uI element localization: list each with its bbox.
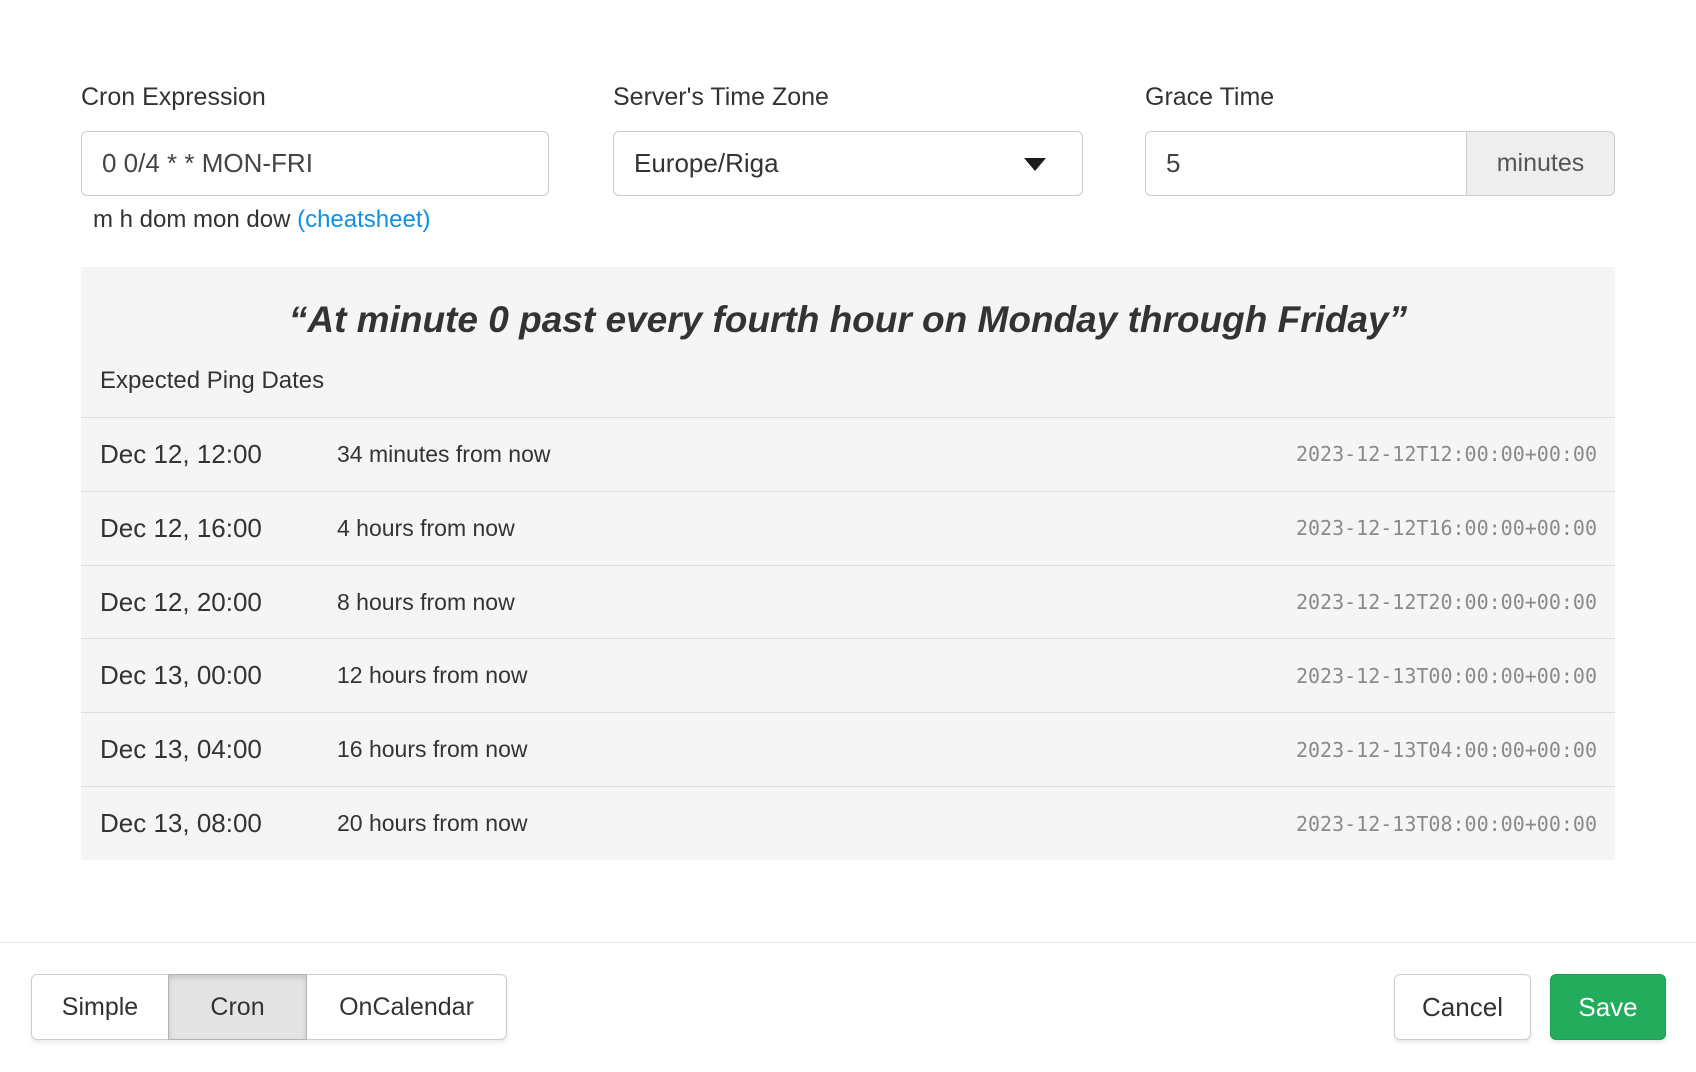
grace-time-label: Grace Time: [1145, 83, 1275, 111]
ping-date-iso: 2023-12-12T16:00:00+00:00: [1295, 516, 1597, 541]
ping-date-row: Dec 12, 12:00 34 minutes from now 2023-1…: [81, 417, 1615, 491]
grace-time-input[interactable]: [1145, 131, 1467, 196]
ping-date-local: Dec 13, 08:00: [100, 808, 262, 839]
ping-date-row: Dec 13, 00:00 12 hours from now 2023-12-…: [81, 638, 1615, 712]
mode-tab-simple[interactable]: Simple: [31, 974, 169, 1040]
ping-date-row: Dec 12, 16:00 4 hours from now 2023-12-1…: [81, 490, 1615, 565]
ping-date-relative: 12 hours from now: [337, 662, 528, 689]
ping-date-iso: 2023-12-12T12:00:00+00:00: [1295, 442, 1597, 467]
ping-date-row: Dec 12, 20:00 8 hours from now 2023-12-1…: [81, 564, 1615, 639]
ping-date-local: Dec 12, 12:00: [100, 438, 262, 469]
timezone-field: Server's Time Zone Europe/Riga: [613, 85, 1083, 196]
mode-tab-oncalendar[interactable]: OnCalendar: [306, 974, 507, 1040]
ping-date-local: Dec 13, 04:00: [100, 734, 262, 765]
ping-date-iso: 2023-12-13T08:00:00+00:00: [1295, 811, 1597, 836]
ping-date-relative: 20 hours from now: [337, 810, 528, 837]
cancel-button[interactable]: Cancel: [1394, 974, 1531, 1040]
grace-time-field: Grace Time minutes: [1145, 85, 1615, 196]
expected-ping-dates-heading: Expected Ping Dates: [100, 367, 325, 394]
timezone-select[interactable]: Europe/Riga: [613, 131, 1083, 196]
cron-expression-input[interactable]: [81, 131, 549, 196]
grace-time-unit: minutes: [1467, 131, 1615, 196]
timezone-label: Server's Time Zone: [613, 83, 829, 111]
cron-format-hint-text: m h dom mon dow: [93, 206, 291, 233]
cron-preview-panel: “At minute 0 past every fourth hour on M…: [81, 267, 1615, 860]
cron-expression-field: Cron Expression m h dom mon dow (cheatsh…: [81, 85, 549, 234]
chevron-down-icon: [1024, 157, 1046, 171]
ping-date-relative: 4 hours from now: [337, 514, 515, 541]
ping-date-row: Dec 13, 04:00 16 hours from now 2023-12-…: [81, 712, 1615, 786]
cheatsheet-link[interactable]: (cheatsheet): [297, 206, 431, 233]
mode-tab-cron[interactable]: Cron: [168, 974, 307, 1040]
ping-date-local: Dec 12, 16:00: [100, 512, 262, 543]
ping-date-relative: 16 hours from now: [337, 736, 528, 763]
schedule-mode-button-group: Simple Cron OnCalendar: [31, 974, 507, 1040]
cron-format-hint: m h dom mon dow (cheatsheet): [81, 206, 549, 234]
ping-date-row: Dec 13, 08:00 20 hours from now 2023-12-…: [81, 786, 1615, 860]
timezone-selected-value: Europe/Riga: [634, 148, 779, 178]
ping-date-local: Dec 12, 20:00: [100, 586, 262, 617]
expected-ping-dates-table: Dec 12, 12:00 34 minutes from now 2023-1…: [81, 417, 1615, 860]
ping-date-relative: 8 hours from now: [337, 588, 515, 615]
ping-date-iso: 2023-12-12T20:00:00+00:00: [1295, 590, 1597, 615]
cron-expression-label: Cron Expression: [81, 83, 266, 111]
save-button[interactable]: Save: [1550, 974, 1666, 1040]
footer-divider: [0, 942, 1696, 943]
cron-description: “At minute 0 past every fourth hour on M…: [288, 299, 1408, 340]
ping-date-local: Dec 13, 00:00: [100, 660, 262, 691]
ping-date-iso: 2023-12-13T04:00:00+00:00: [1295, 737, 1597, 762]
ping-date-relative: 34 minutes from now: [337, 440, 551, 467]
ping-date-iso: 2023-12-13T00:00:00+00:00: [1295, 663, 1597, 688]
